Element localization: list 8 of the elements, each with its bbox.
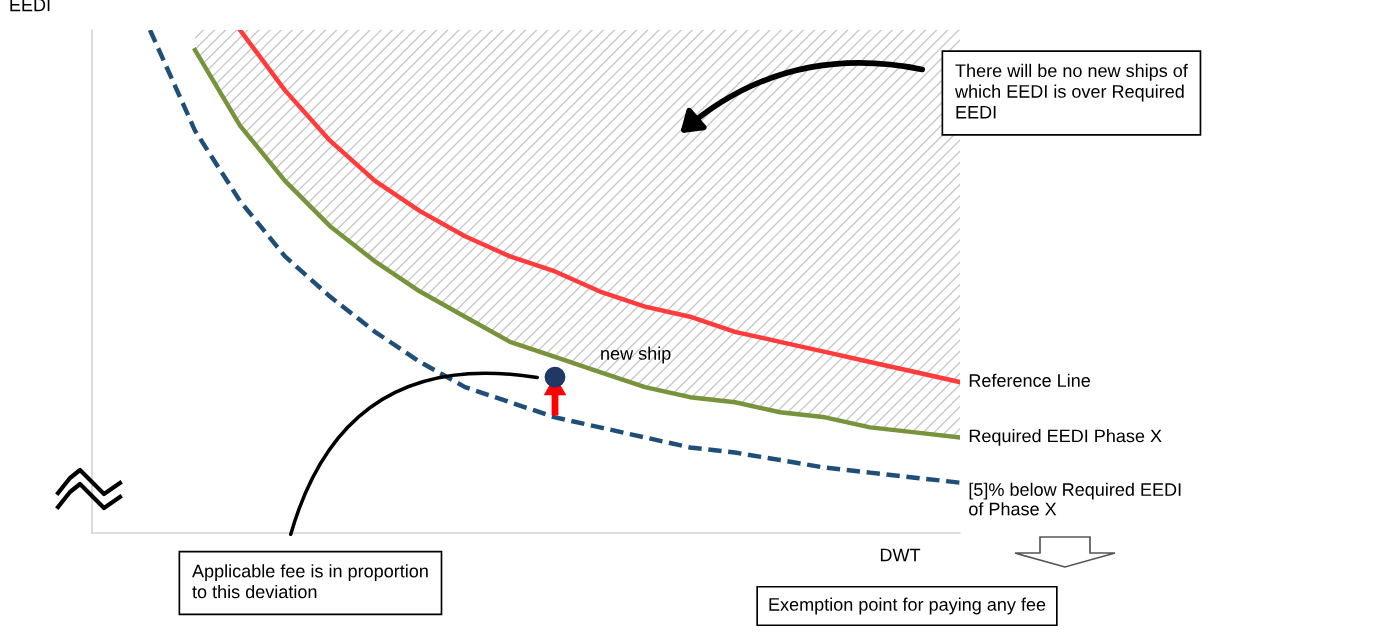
text: Exemption point for paying any fee xyxy=(769,597,1046,615)
text: Applicable fee is in proportion to this deviation xyxy=(192,564,428,599)
series-label: [5]% below Required EEDI of Phase X xyxy=(969,482,1181,516)
series-label: Reference Line xyxy=(969,373,1090,387)
x-axis-title: DWT xyxy=(880,548,921,562)
annotation: new ship xyxy=(601,346,671,364)
annotation: There will be no new ships of which EEDI is over Required EEDI xyxy=(954,63,1188,119)
series-label: Required EEDI Phase X xyxy=(969,429,1162,446)
